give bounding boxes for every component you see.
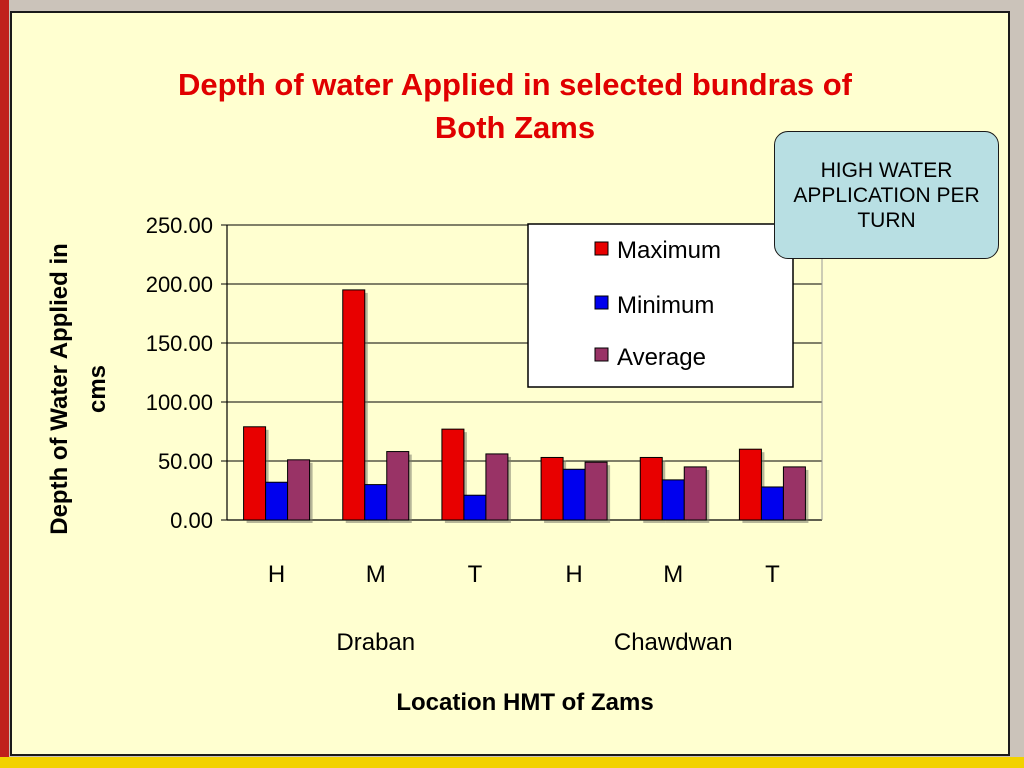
x-category-label: H [565,561,582,588]
y-axis-title-line-2: cms [84,365,111,413]
bar-average-1 [287,459,311,521]
bar-average-3 [485,453,509,521]
bar-minimum-4 [562,468,586,521]
y-tick-label: 0.00 [170,508,213,533]
bar-average-4 [584,461,608,521]
bar-average-5 [683,466,707,521]
left-accent-stripe [0,0,9,768]
legend-swatch-minimum [594,295,609,310]
x-category-label: T [765,561,780,588]
chart-title-line-1: Depth of water Applied in selected bundr… [178,67,853,102]
bar-maximum-3 [441,428,465,521]
bottom-accent-stripe [0,757,1024,768]
y-axis-title: Depth of Water Applied in cms [46,243,111,535]
chart-title-line-2: Both Zams [435,110,595,145]
legend-swatch-average [594,347,609,362]
legend: Maximum Minimum Average [527,223,794,388]
x-group-label: Chawdwan [614,629,733,656]
callout-box: HIGH WATER APPLICATION PER TURN [774,131,999,259]
bar-minimum-1 [265,481,289,521]
bar-minimum-5 [661,479,685,521]
y-tick-label: 150.00 [146,331,213,356]
bar-minimum-6 [760,486,784,521]
legend-label-minimum: Minimum [617,292,714,319]
y-tick-label: 50.00 [158,449,213,474]
x-group-label: Draban [336,629,415,656]
bar-average-2 [386,451,410,521]
bar-maximum-5 [639,456,663,521]
bar-minimum-2 [364,484,388,521]
bar-chart: Depth of water Applied in selected bundr… [46,67,853,716]
legend-label-maximum: Maximum [617,237,721,264]
legend-box [527,223,794,388]
legend-label-average: Average [617,344,706,371]
x-category-label: H [268,561,285,588]
y-tick-label: 200.00 [146,272,213,297]
bar-minimum-3 [463,494,487,521]
bar-maximum-6 [738,448,762,521]
x-category-label: M [366,561,386,588]
bar-maximum-4 [540,456,564,521]
x-axis-title: Location HMT of Zams [396,689,653,716]
x-category-label: T [468,561,483,588]
y-tick-label: 100.00 [146,390,213,415]
y-axis-title-line-1: Depth of Water Applied in [46,243,73,535]
legend-swatch-maximum [594,241,609,256]
y-tick-label: 250.00 [146,213,213,238]
x-category-label: M [663,561,683,588]
chart-title: Depth of water Applied in selected bundr… [178,67,853,145]
bar-average-6 [782,466,806,521]
callout-text: HIGH WATER APPLICATION PER TURN [793,158,980,232]
bar-maximum-2 [342,289,366,521]
slide-panel: Depth of water Applied in selected bundr… [10,11,1010,756]
bar-maximum-1 [243,426,267,521]
plot-area: 0.00 50.00 100.00 150.00 200.00 250.00 H M T H M T D… [146,213,823,656]
